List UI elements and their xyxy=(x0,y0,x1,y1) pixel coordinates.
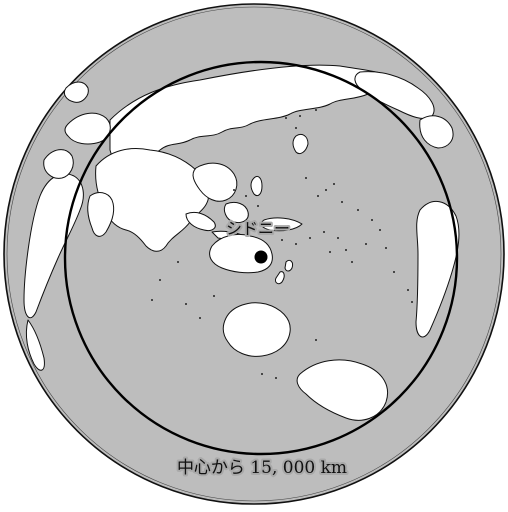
land-borneo xyxy=(223,201,249,223)
land-se-asia xyxy=(192,162,238,202)
land-north-america xyxy=(415,201,460,338)
land-new-zealand-south xyxy=(275,271,285,285)
land-west-strip xyxy=(25,319,45,371)
land-antarctica xyxy=(222,302,291,357)
land-asia xyxy=(95,148,209,252)
land-philippines xyxy=(250,175,263,197)
land-sumatra xyxy=(185,211,216,231)
range-label: 中心から 15, 000 km xyxy=(177,458,347,478)
center-label: シドニー xyxy=(226,219,290,238)
land-europe xyxy=(64,112,111,145)
land-south-america xyxy=(296,359,388,421)
globe-rim xyxy=(6,6,502,502)
land-australia xyxy=(209,233,273,274)
land-india xyxy=(87,192,115,237)
land-scandinavia xyxy=(63,81,89,103)
land-japan xyxy=(292,133,309,155)
land-greenland xyxy=(419,115,454,149)
land-africa xyxy=(23,173,84,319)
land-arabia xyxy=(43,149,74,179)
land-eurasia-north xyxy=(109,64,401,163)
range-circle xyxy=(63,60,459,456)
landmasses xyxy=(23,64,460,421)
small-islands xyxy=(151,109,413,379)
center-point-marker xyxy=(254,250,268,264)
land-new-guinea xyxy=(260,217,303,232)
land-new-zealand-north xyxy=(284,259,293,272)
